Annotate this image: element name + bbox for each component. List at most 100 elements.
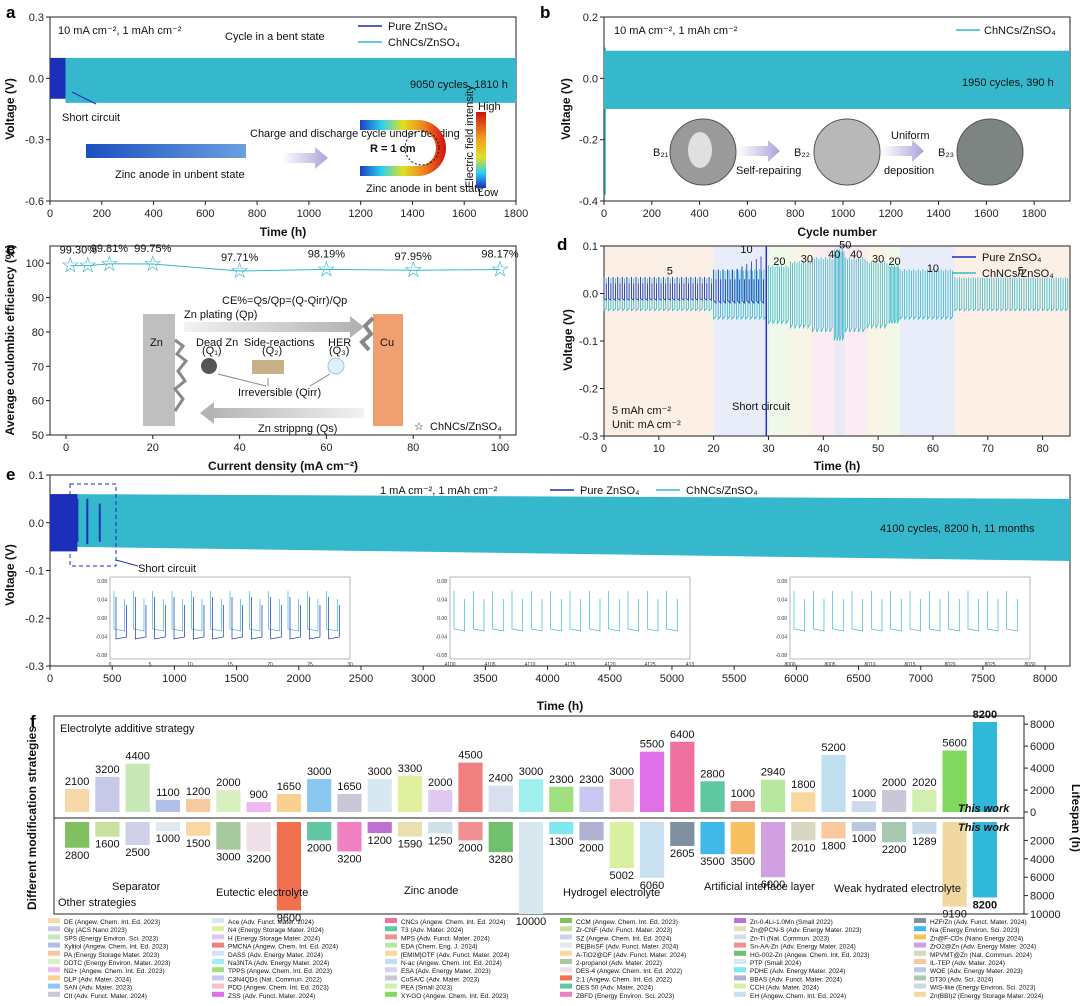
dead-zn-particle [201,358,217,374]
legend-entry-4-0: Zn-0.4Li-1.0Mn (Small 2022) [750,919,833,926]
top-tick-label-4: 8000 [1030,719,1054,731]
bottom-title-f: Other strategies [58,897,137,909]
label-b23: B₂₃ [938,147,954,159]
legend-entry-0-6: Ni2+ (Angew. Chem. Int. Ed. 2023) [64,968,165,975]
unbent-label: Zinc anode in unbent state [115,169,245,181]
legend-swatch-0-3 [48,942,60,948]
rate-bg-5 [834,246,846,436]
inset-signal-chnc-2 [793,591,1018,632]
bottom-bar-0 [65,822,90,848]
short-circuit-e: Short circuit [138,563,196,575]
x-tick-label-6: 3000 [411,673,435,685]
legend-swatch-0-4 [48,950,60,956]
inset-1-ytick-3: -0.04 [436,635,448,641]
bottom-bar-24 [791,822,816,841]
legend-entry-2-2: MPS (Adv. Funct. Mater. 2024) [401,935,490,942]
legend-swatch-0-2 [48,934,60,940]
top-bar-24 [791,792,816,812]
top-bar-label-26: 1000 [852,788,876,800]
legend-entry-2-7: CoSA/C (Adv. Mater. 2023) [401,976,479,983]
legend-swatch-4-4 [734,950,746,956]
legend-swatch-0-8 [48,983,60,989]
dead-zn-label: Dead Zn [196,337,238,349]
cu-label: Cu [380,337,394,349]
her-q: (Q₃) [329,345,349,357]
bottom-bar-label-0: 2800 [65,850,89,862]
legend-swatch-5-5 [914,959,926,964]
bottom-bar-19 [639,822,665,878]
x-tick-label-9: 1800 [504,208,528,220]
x-tick-label-6: 1200 [348,208,372,220]
legend-entry-2-5: N-ac (Angew. Chem. Int. Ed. 2024) [401,960,502,967]
legend-entry-1-9: ZSS (Adv. Funct. Mater. 2024) [228,993,315,1000]
title-a: Cycle in a bent state [225,31,325,43]
top-bar-label-3: 1100 [156,787,180,799]
bottom-bar-label-17: 2000 [579,842,603,854]
top-bar-20 [670,741,695,812]
y-tick-label-3: 0.3 [29,12,44,24]
top-bar-label-18: 3000 [610,766,634,778]
label-repair: Self-repairing [736,165,801,177]
legend-swatch-4-3 [734,942,746,948]
short-circuit-box-e [69,483,117,567]
bottom-bar-16 [549,822,574,834]
legend-swatch-2-9 [385,991,397,997]
top-bar-label-7: 1650 [277,781,301,793]
x-tick-label-1: 500 [103,673,121,685]
top-bar-label-30: 8200 [973,709,997,721]
top-bar-11 [397,775,423,812]
inset-signal-chnc-1 [453,591,678,632]
ce-labels-c: 99.30%99.81% 99.75% 97.71% 98.19% 97.95% 98.1… [60,243,519,264]
inset-0-xtick-0: 0 [109,662,112,668]
ce-label-5: 97.95% [395,251,433,263]
legend-swatch-2-1 [385,926,397,932]
x-tick-label-3: 30 [762,443,774,455]
top-bar-9 [337,793,362,812]
condition-b: 10 mA cm⁻², 1 mAh cm⁻² [614,25,738,37]
arrow-b2 [882,140,924,162]
bent-label: Zinc anode in bent state [366,183,483,195]
y-label-b: Voltage (V) [559,78,573,140]
bent-zinc-shape [360,120,446,176]
legend-swatch-5-4 [914,950,926,956]
legend-swatch-3-1 [560,926,572,932]
bottom-bar-17 [579,822,604,841]
ce-label-0: 99.30% [60,245,98,257]
panel-a: a 0 200 400 600 800 1000 1200 1400 1600 1800 -0.6… [3,3,528,239]
rate-bg-6 [845,246,868,436]
y-tick-label-1: -0.2 [579,384,598,396]
top-bar-label-2: 4400 [125,751,149,763]
top-bar-30 [972,722,997,812]
legend-entry-1-7: C3N4QDs (Nat. Commun. 2022) [228,976,322,983]
side-q: (Q₂) [262,345,282,357]
legend-swatch-2-3 [385,942,397,948]
legend-chnc-c: ChNCs/ZnSO₄ [430,421,502,433]
legend-entry-5-4: MPVMT@Zn (Nat. Commun. 2024) [930,952,1032,959]
legend-swatch-1-2 [212,934,224,940]
top-bar-label-10: 3000 [367,766,391,778]
ce-label-3: 97.71% [221,252,259,264]
y-label-f: Different modification strategies [25,726,39,910]
stripping-arrow [200,402,364,424]
legend-entry-5-9: Zn(BBI)2 (Energy Storage Mater. 2024) [930,993,1043,1000]
zinc-unbent-bar [86,144,246,158]
top-tick-label-0: 0 [1030,807,1036,819]
signal-pure-d [603,256,764,304]
top-bar-label-22: 1000 [731,788,755,800]
inset-2-xtick-6: 8030 [1024,662,1035,668]
legend-swatch-1-8 [212,983,224,989]
legend-swatch-0-1 [48,926,60,932]
field-colorbar [476,112,486,188]
legend-entry-0-2: SPS (Energy Environ. Sci. 2023) [64,935,158,942]
ce-label-1: 99.81% [91,243,129,255]
legend-entry-3-4: A-TiO2@DF (Adv. Funct. Mater. 2024) [576,952,686,959]
top-bar-label-11: 3300 [398,763,422,775]
bottom-bar-label-22: 3500 [731,856,755,868]
legend-swatch-1-6 [212,967,224,973]
bottom-bar-label-30: 8200 [973,899,997,911]
top-bar-10 [367,779,392,812]
x-ticks-c: 0 20 40 60 80 100 [63,435,509,454]
bottom-bar-9 [337,822,362,852]
legend-swatch-2-6 [385,967,397,973]
legend-entry-0-4: PA (Energy Storage Mater. 2023) [64,952,159,959]
